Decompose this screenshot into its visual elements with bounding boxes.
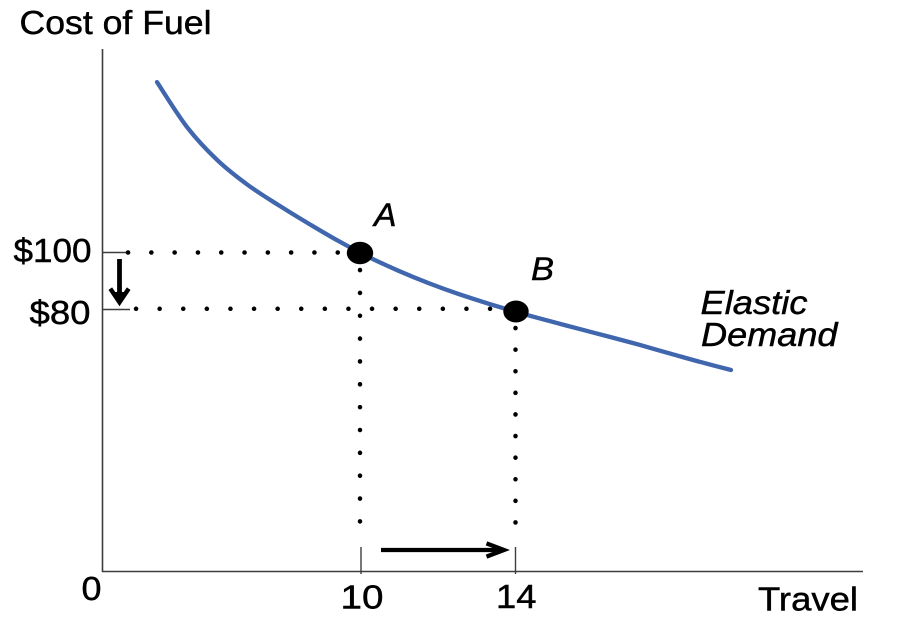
svg-text:A: A [372,197,397,233]
svg-text:0: 0 [82,570,102,607]
svg-text:Cost of Fuel: Cost of Fuel [20,4,212,41]
svg-text:10: 10 [341,579,384,616]
svg-text:Elastic: Elastic [701,284,809,321]
svg-text:B: B [531,251,554,287]
svg-text:$100: $100 [14,232,92,269]
svg-text:Travel: Travel [758,581,858,618]
svg-text:$80: $80 [30,294,91,331]
svg-text:14: 14 [496,578,537,615]
svg-text:Demand: Demand [701,316,839,353]
